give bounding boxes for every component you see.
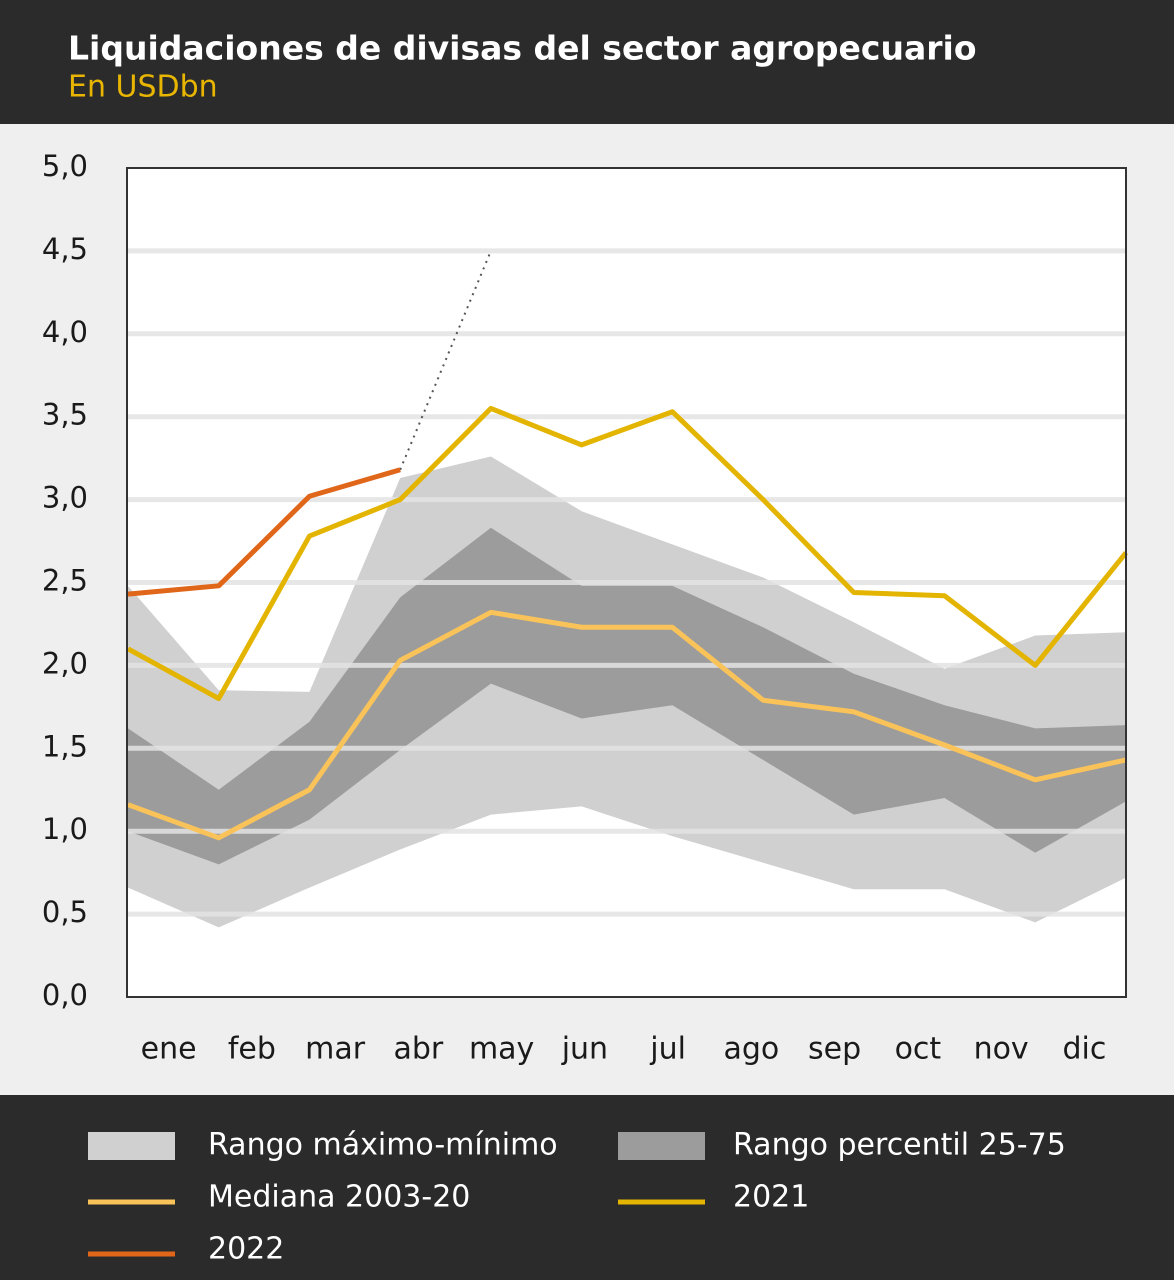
chart-title: Liquidaciones de divisas del sector agro… — [68, 29, 977, 68]
series-line — [127, 609, 1127, 841]
x-tick-label: ene — [141, 1032, 197, 1067]
y-tick-label: 1,5 — [42, 729, 88, 763]
legend-label: 2021 — [733, 1180, 809, 1215]
x-tick-label: may — [469, 1032, 534, 1067]
legend-swatch — [618, 1132, 705, 1160]
header — [0, 0, 1174, 124]
x-tick-label: ago — [723, 1032, 779, 1067]
y-tick-label: 1,0 — [42, 812, 88, 846]
x-tick-label: sep — [808, 1032, 861, 1067]
y-tick-label: 0,5 — [42, 895, 88, 929]
dotted-line — [399, 250, 492, 471]
series-line — [127, 467, 401, 597]
legend-label: Rango percentil 25-75 — [733, 1128, 1066, 1163]
y-tick-label: 4,5 — [42, 232, 88, 266]
x-tick-label: jun — [561, 1032, 608, 1067]
x-tick-label: feb — [228, 1032, 276, 1067]
band-area — [128, 527, 1126, 865]
y-tick-label: 5,0 — [42, 149, 88, 183]
legend-background — [0, 1095, 1174, 1280]
x-tick-label: mar — [305, 1032, 366, 1067]
legend-swatch — [88, 1132, 175, 1160]
x-tick-label: nov — [974, 1032, 1029, 1067]
chart-subtitle: En USDbn — [68, 70, 218, 105]
x-tick-label: abr — [393, 1032, 443, 1067]
x-tick-label: jul — [649, 1032, 686, 1067]
x-tick-label: dic — [1062, 1032, 1106, 1067]
y-tick-label: 2,5 — [42, 564, 88, 598]
y-tick-label: 3,0 — [42, 481, 88, 515]
plot-border — [126, 167, 1127, 998]
y-tick-label: 0,0 — [42, 978, 88, 1012]
y-tick-label: 3,5 — [42, 398, 88, 432]
x-tick-label: oct — [895, 1032, 942, 1067]
y-tick-label: 2,0 — [42, 646, 88, 680]
legend-label: Rango máximo-mínimo — [208, 1128, 558, 1163]
series-line — [126, 405, 1128, 702]
y-tick-label: 4,0 — [42, 315, 88, 349]
legend-label: Mediana 2003-20 — [208, 1180, 470, 1215]
legend-label: 2022 — [208, 1232, 284, 1267]
